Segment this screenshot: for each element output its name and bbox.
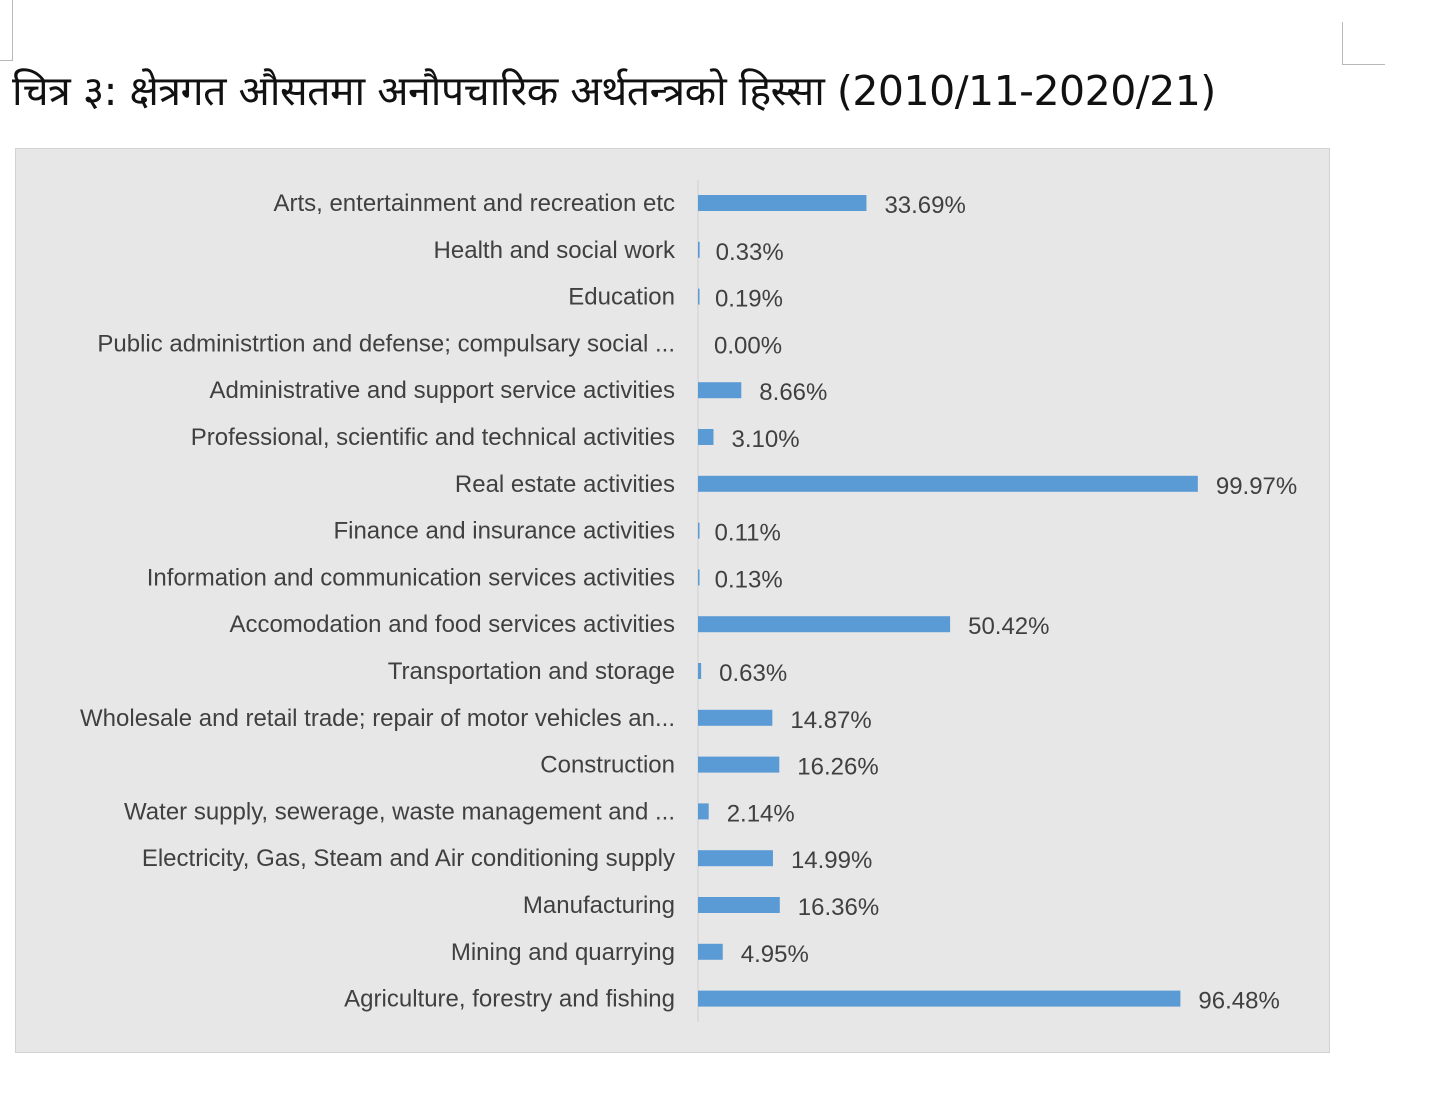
data-label: 8.66%: [759, 379, 827, 406]
data-label: 0.13%: [715, 566, 783, 593]
data-label: 0.33%: [716, 239, 784, 266]
category-label: Finance and insurance activities: [333, 518, 675, 545]
bar: [698, 756, 780, 773]
data-label: 0.11%: [715, 520, 781, 547]
category-label: Mining and quarrying: [451, 939, 675, 966]
data-label: 14.87%: [790, 707, 871, 734]
category-label: Transportation and storage: [388, 658, 675, 685]
data-label: 99.97%: [1216, 473, 1297, 500]
data-label: 16.36%: [798, 894, 879, 921]
bar: [698, 475, 1198, 492]
data-label: 16.26%: [797, 754, 878, 781]
category-label: Information and communication services a…: [147, 564, 675, 591]
category-label: Water supply, sewerage, waste management…: [124, 798, 675, 825]
category-label: Electricity, Gas, Steam and Air conditio…: [142, 845, 675, 872]
data-label: 0.19%: [715, 286, 783, 313]
data-label: 0.00%: [714, 332, 782, 359]
bar: [698, 429, 714, 445]
page-corner-mark-right: [1342, 22, 1385, 65]
category-label: Education: [568, 284, 675, 311]
data-label: 3.10%: [732, 426, 800, 453]
data-label: 2.14%: [727, 800, 795, 827]
bar: [698, 382, 742, 399]
bar: [698, 709, 773, 726]
bar: [698, 522, 700, 539]
bar: [698, 241, 700, 258]
page-corner-mark-left: [0, 0, 13, 61]
category-label: Wholesale and retail trade; repair of mo…: [80, 705, 675, 732]
category-label: Arts, entertainment and recreation etc: [273, 190, 675, 217]
category-label: Administrative and support service activ…: [209, 377, 675, 404]
chart-title: चित्र ३: क्षेत्रगत औसतमा अनौपचारिक अर्थत…: [12, 67, 1216, 115]
category-label: Construction: [540, 752, 675, 779]
category-label: Agriculture, forestry and fishing: [344, 986, 675, 1013]
data-label: 14.99%: [791, 847, 872, 874]
bar: [698, 990, 1181, 1007]
data-label: 96.48%: [1198, 988, 1279, 1015]
plot-area: [15, 148, 1330, 1053]
category-label: Professional, scientific and technical a…: [191, 424, 675, 451]
category-label: Accomodation and food services activitie…: [229, 611, 675, 638]
bar: [698, 897, 780, 913]
data-label: 33.69%: [884, 192, 965, 219]
category-label: Manufacturing: [523, 892, 675, 919]
bar: [698, 288, 700, 305]
bar: [698, 569, 700, 586]
data-label: 4.95%: [741, 941, 809, 968]
bar: [698, 195, 867, 211]
data-label: 0.63%: [719, 660, 787, 687]
bar: [698, 943, 723, 960]
category-label: Health and social work: [434, 237, 676, 264]
category-label: Real estate activities: [455, 471, 675, 498]
category-label: Public administrtion and defense; compul…: [97, 330, 675, 357]
bar: [698, 663, 702, 679]
bar: [698, 850, 773, 867]
bar: [698, 616, 951, 633]
bar: [698, 803, 709, 820]
data-label: 50.42%: [968, 613, 1049, 640]
